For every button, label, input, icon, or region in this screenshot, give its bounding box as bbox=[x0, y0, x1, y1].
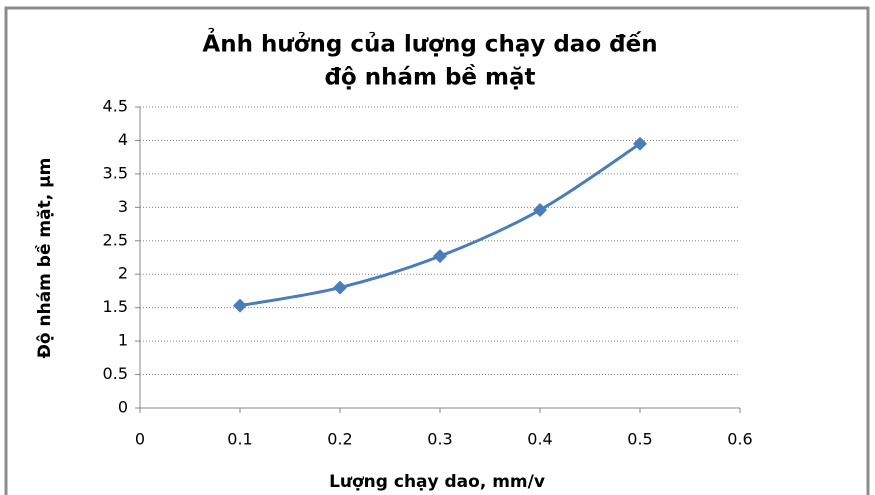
y-tick-label: 3 bbox=[118, 197, 128, 216]
y-tick-label: 1 bbox=[118, 331, 128, 350]
y-tick-label: 4.5 bbox=[103, 97, 128, 116]
y-tick-label: 1.5 bbox=[103, 297, 128, 316]
x-tick-label: 0.1 bbox=[227, 430, 252, 449]
y-tick-label: 4 bbox=[118, 130, 128, 149]
marker bbox=[433, 249, 447, 264]
marker bbox=[333, 280, 347, 295]
x-axis-title: Lượng chạy dao, mm/v bbox=[329, 472, 545, 492]
y-tick-label: 0 bbox=[118, 398, 128, 417]
marker bbox=[533, 203, 547, 218]
x-tick-label: 0.5 bbox=[627, 430, 652, 449]
marker bbox=[233, 298, 247, 313]
y-tick-label: 3.5 bbox=[103, 163, 128, 182]
x-tick-label: 0 bbox=[135, 430, 145, 449]
y-tick-label: 2 bbox=[118, 264, 128, 283]
chart-frame bbox=[4, 6, 870, 495]
y-tick-label: 2.5 bbox=[103, 230, 128, 249]
marker bbox=[633, 136, 647, 151]
x-tick-label: 0.6 bbox=[727, 430, 752, 449]
chart-title: độ nhám bề mặt bbox=[324, 64, 535, 91]
x-tick-label: 0.4 bbox=[527, 430, 552, 449]
x-tick-label: 0.2 bbox=[327, 430, 352, 449]
chart-title: Ảnh hưởng của lượng chạy dao đến bbox=[202, 28, 657, 58]
y-axis-title: Độ nhám bề mặt, µm bbox=[34, 158, 55, 359]
x-tick-label: 0.3 bbox=[427, 430, 452, 449]
y-tick-label: 0.5 bbox=[103, 364, 128, 383]
